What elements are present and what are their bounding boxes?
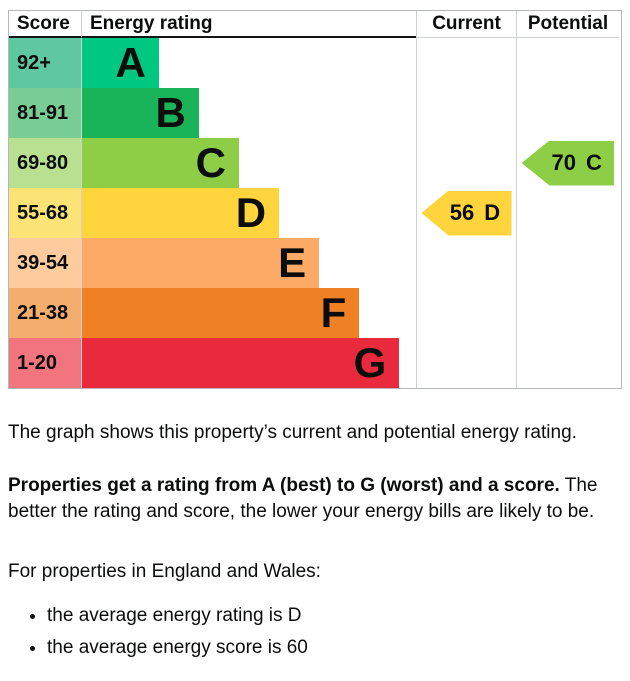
band-bar-g: G	[82, 338, 400, 388]
band-bar-cell-a: A	[81, 38, 416, 88]
potential-cell-c: 70 C	[516, 138, 619, 188]
column-header-energy-rating: Energy rating	[81, 11, 416, 38]
potential-cell-b	[516, 88, 619, 138]
current-cell-d: 56 D	[416, 188, 516, 238]
current-rating-arrow: 56 D	[421, 190, 512, 236]
score-range-f: 21-38	[9, 288, 81, 338]
current-band-letter: D	[484, 200, 501, 225]
score-range-d: 55-68	[9, 188, 81, 238]
epc-rating-chart: Score Energy rating Current Potential 92…	[8, 10, 622, 389]
current-cell-a	[416, 38, 516, 88]
potential-band-letter: C	[585, 150, 602, 175]
current-cell-g	[416, 338, 516, 388]
band-bar-cell-c: C	[81, 138, 416, 188]
band-bar-cell-g: G	[81, 338, 416, 388]
rating-explanation-bold: Properties get a rating from A (best) to…	[8, 475, 560, 496]
band-bar-cell-d: D	[81, 188, 416, 238]
column-header-potential: Potential	[516, 11, 619, 38]
score-range-e: 39-54	[9, 238, 81, 288]
potential-cell-a	[516, 38, 619, 88]
list-item-average-score: the average energy score is 60	[47, 635, 622, 661]
current-cell-c	[416, 138, 516, 188]
score-range-b: 81-91	[9, 88, 81, 138]
potential-cell-f	[516, 288, 619, 338]
potential-score: 70	[551, 150, 576, 175]
band-bar-cell-b: B	[81, 88, 416, 138]
band-bar-c: C	[82, 138, 239, 188]
band-bar-f: F	[82, 288, 360, 338]
current-cell-b	[416, 88, 516, 138]
rating-explanation-text: Properties get a rating from A (best) to…	[8, 473, 622, 525]
average-stats-list: the average energy rating is D the avera…	[8, 603, 622, 661]
potential-cell-d	[516, 188, 619, 238]
epc-description: The graph shows this property’s current …	[8, 420, 622, 661]
column-header-current: Current	[416, 11, 516, 38]
band-bar-e: E	[82, 238, 320, 288]
potential-cell-e	[516, 238, 619, 288]
potential-rating-arrow: 70 C	[521, 140, 615, 186]
current-cell-f	[416, 288, 516, 338]
region-line-text: For properties in England and Wales:	[8, 561, 321, 582]
band-bar-cell-e: E	[81, 238, 416, 288]
band-bar-d: D	[82, 188, 280, 238]
potential-cell-g	[516, 338, 619, 388]
list-item-average-rating: the average energy rating is D	[47, 603, 622, 629]
column-header-score: Score	[9, 11, 81, 38]
band-bar-cell-f: F	[81, 288, 416, 338]
score-range-g: 1-20	[9, 338, 81, 388]
band-bar-b: B	[82, 88, 199, 138]
band-bar-a: A	[82, 38, 159, 88]
current-score: 56	[449, 200, 475, 225]
graph-intro-text: The graph shows this property’s current …	[8, 422, 577, 443]
score-range-c: 69-80	[9, 138, 81, 188]
rating-explanation-rest: The better the rating and score, the low…	[8, 475, 598, 522]
score-range-a: 92+	[9, 38, 81, 88]
current-cell-e	[416, 238, 516, 288]
